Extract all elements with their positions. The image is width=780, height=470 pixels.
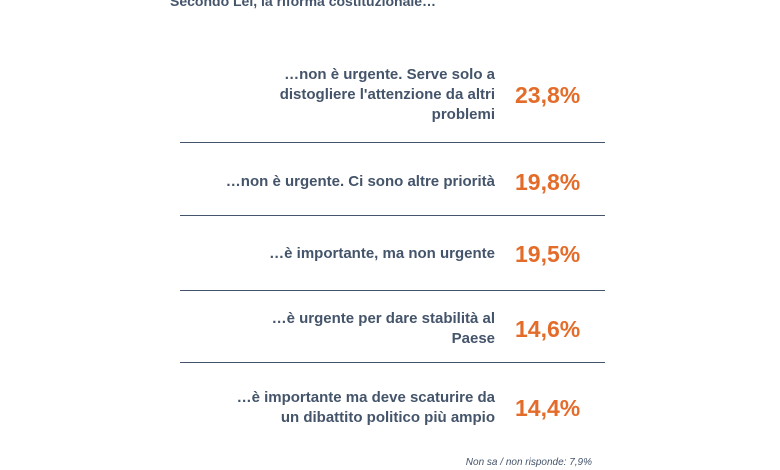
item-value: 14,4%: [515, 394, 581, 421]
item-label: …è urgente per dare stabilità al Paese: [180, 309, 495, 349]
label-line: …è urgente per dare stabilità al: [271, 310, 495, 327]
footer-note: Non sa / non risponde: 7,9%: [465, 457, 592, 468]
item-row: …è importante, ma non urgente 19,5%: [180, 240, 605, 268]
item-row: …è importante ma deve scaturire da un dib…: [180, 388, 605, 428]
separator: [180, 215, 605, 216]
item-label: …è importante ma deve scaturire da un dib…: [180, 388, 495, 428]
separator: [180, 362, 605, 363]
item-value: 23,8%: [515, 81, 581, 108]
separator: [180, 142, 605, 143]
item-row: …non è urgente. Serve solo a distogliere …: [180, 65, 605, 125]
item-label: …non è urgente. Ci sono altre priorità: [180, 172, 495, 192]
label-line: …è importante ma deve scaturire da: [236, 389, 495, 406]
label-line: problemi: [431, 106, 495, 123]
separator: [180, 290, 605, 291]
label-line: Paese: [451, 330, 495, 347]
item-row: …non è urgente. Ci sono altre priorità 19…: [180, 168, 605, 196]
label-line: distogliere l'attenzione da altri: [279, 86, 495, 103]
item-value: 14,6%: [515, 315, 581, 342]
label-line: …non è urgente. Serve solo a: [284, 66, 495, 83]
item-label: …è importante, ma non urgente: [180, 244, 495, 264]
label-line: …è importante, ma non urgente: [269, 245, 495, 262]
item-value: 19,5%: [515, 240, 581, 267]
label-line: un dibattito politico più ampio: [280, 409, 495, 426]
title: Secondo Lei, la riforma costituzionale…: [170, 0, 437, 9]
label-line: …non è urgente. Ci sono altre priorità: [225, 173, 495, 190]
item-label: …non è urgente. Serve solo a distogliere …: [180, 65, 495, 125]
item-value: 19,8%: [515, 168, 581, 195]
item-row: …è urgente per dare stabilità al Paese 14,…: [180, 309, 605, 349]
